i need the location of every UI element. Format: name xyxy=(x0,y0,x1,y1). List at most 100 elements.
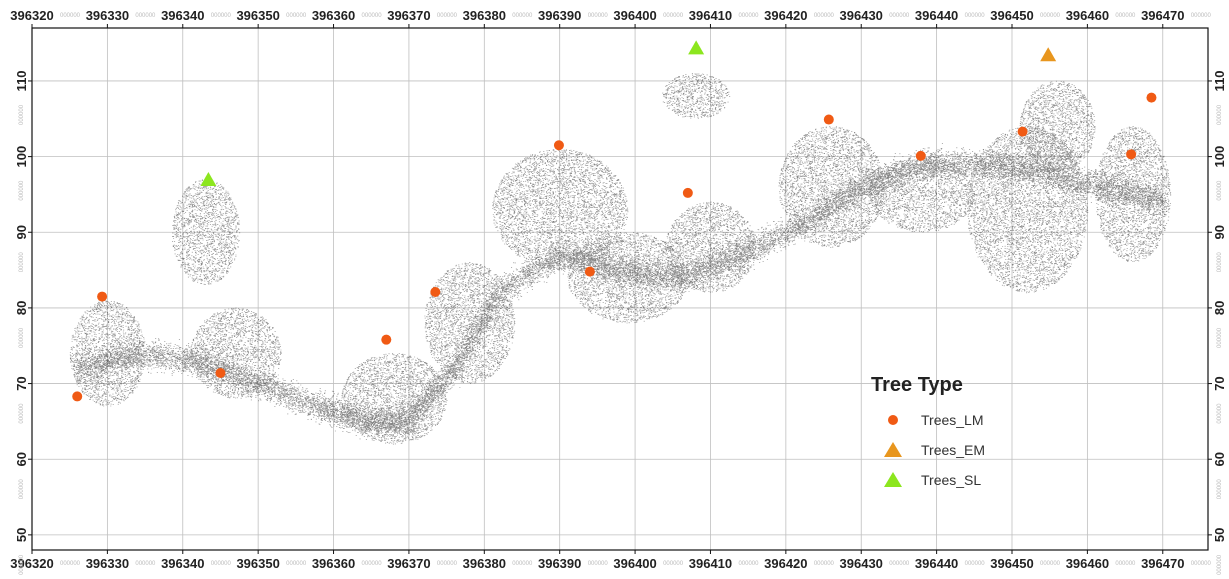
x-tick-label-top: 396330 xyxy=(86,8,129,23)
y-tick-suffix-left: 000000 xyxy=(19,554,25,575)
y-tick-suffix-right: 000000 xyxy=(1217,180,1223,201)
marker-trees-lm xyxy=(823,114,834,125)
x-tick-suffix-top: 000000 xyxy=(1191,13,1212,19)
marker-trees-lm xyxy=(1126,149,1137,160)
y-tick-suffix-right: 000000 xyxy=(1217,252,1223,273)
y-tick-label-left: 110 xyxy=(14,70,29,91)
x-tick-label-top: 396450 xyxy=(990,8,1033,23)
x-tick-suffix-bottom: 000000 xyxy=(738,561,759,567)
x-tick-label-top: 396360 xyxy=(312,8,355,23)
point-cloud-dots xyxy=(69,73,1172,445)
x-tick-suffix-top: 000000 xyxy=(814,13,835,19)
y-tick-left: 50 000000 xyxy=(14,528,29,575)
y-tick-left: 90 000000 xyxy=(14,225,29,272)
y-tick-label-right: 110 xyxy=(1212,70,1227,91)
y-tick-suffix-left: 000000 xyxy=(19,403,25,424)
x-tick-suffix-bottom: 000000 xyxy=(60,561,81,567)
x-tick-suffix-top: 000000 xyxy=(286,13,307,19)
legend-marker-trees-sl xyxy=(884,472,902,487)
legend-title: Tree Type xyxy=(871,374,963,396)
marker-trees-lm xyxy=(215,367,226,378)
x-tick-label-bottom: 396380 xyxy=(463,556,506,571)
y-tick-right: 80 000000 xyxy=(1212,301,1227,348)
legend-label-trees-em: Trees_EM xyxy=(921,442,985,458)
marker-trees-lm xyxy=(430,287,441,298)
y-tick-suffix-right: 000000 xyxy=(1217,403,1223,424)
x-tick-label-bottom: 396460 xyxy=(1066,556,1109,571)
x-tick-suffix-bottom: 000000 xyxy=(211,561,232,567)
y-tick-left: 80 000000 xyxy=(14,301,29,348)
y-tick-right: 50 000000 xyxy=(1212,528,1227,575)
x-tick-label-bottom: 396450 xyxy=(990,556,1033,571)
legend-label-trees-lm: Trees_LM xyxy=(921,412,984,428)
x-tick-label-bottom: 396390 xyxy=(538,556,581,571)
y-tick-label-left: 90 xyxy=(14,225,29,239)
marker-trees-lm xyxy=(553,140,564,151)
marker-trees-lm xyxy=(1146,92,1157,103)
x-tick-suffix-bottom: 000000 xyxy=(814,561,835,567)
x-tick-suffix-bottom: 000000 xyxy=(1191,561,1212,567)
x-tick-suffix-bottom: 000000 xyxy=(663,561,684,567)
y-tick-right: 70 000000 xyxy=(1212,376,1227,423)
marker-trees-lm xyxy=(682,187,693,198)
x-tick-suffix-bottom: 000000 xyxy=(1115,561,1136,567)
x-tick-suffix-top: 000000 xyxy=(437,13,458,19)
marker-trees-lm xyxy=(584,266,595,277)
x-tick-suffix-bottom: 000000 xyxy=(135,561,156,567)
legend-label-trees-sl: Trees_SL xyxy=(921,472,981,488)
x-tick-suffix-bottom: 000000 xyxy=(1040,561,1061,567)
y-tick-left: 110 000000 xyxy=(14,70,29,125)
x-tick-label-top: 396350 xyxy=(236,8,279,23)
y-tick-left: 70 000000 xyxy=(14,376,29,423)
x-tick-label-top: 396370 xyxy=(387,8,430,23)
x-tick-suffix-top: 000000 xyxy=(135,13,156,19)
x-tick-suffix-bottom: 000000 xyxy=(889,561,910,567)
x-tick-suffix-top: 000000 xyxy=(588,13,609,19)
x-tick-label-top: 396460 xyxy=(1066,8,1109,23)
x-tick-suffix-top: 000000 xyxy=(1040,13,1061,19)
x-tick-label-top: 396390 xyxy=(538,8,581,23)
y-tick-label-right: 90 xyxy=(1212,225,1227,239)
x-tick-suffix-top: 000000 xyxy=(663,13,684,19)
x-tick-label-bottom: 396340 xyxy=(161,556,204,571)
y-tick-label-left: 70 xyxy=(14,376,29,390)
x-tick-label-bottom: 396430 xyxy=(840,556,883,571)
x-tick-suffix-top: 000000 xyxy=(362,13,383,19)
x-tick-label-bottom: 396330 xyxy=(86,556,129,571)
x-tick-suffix-bottom: 000000 xyxy=(588,561,609,567)
y-tick-suffix-left: 000000 xyxy=(19,327,25,348)
x-tick-label-bottom: 396350 xyxy=(236,556,279,571)
x-tick-label-top: 396420 xyxy=(764,8,807,23)
x-tick-suffix-bottom: 000000 xyxy=(512,561,533,567)
point-cloud xyxy=(69,73,1172,445)
marker-trees-lm xyxy=(1017,126,1028,137)
plot-frame xyxy=(31,27,1209,551)
y-tick-label-right: 80 xyxy=(1212,301,1227,315)
x-tick-suffix-top: 000000 xyxy=(965,13,986,19)
x-tick-label-bottom: 396360 xyxy=(312,556,355,571)
marker-trees-lm xyxy=(915,150,926,161)
y-tick-label-right: 60 xyxy=(1212,452,1227,466)
x-tick-label-top: 396470 xyxy=(1141,8,1184,23)
y-tick-label-right: 100 xyxy=(1212,146,1227,168)
legend-marker-trees-em xyxy=(884,442,902,457)
y-tick-right: 100 000000 xyxy=(1212,146,1227,201)
x-tick-label-top: 396380 xyxy=(463,8,506,23)
marker-trees-lm xyxy=(72,391,83,402)
x-tick-label-bottom: 396320 xyxy=(10,556,53,571)
x-tick-suffix-top: 000000 xyxy=(60,13,81,19)
x-tick-suffix-bottom: 000000 xyxy=(286,561,307,567)
x-tick-suffix-top: 000000 xyxy=(738,13,759,19)
x-tick-label-top: 396320 xyxy=(10,8,53,23)
grid-lines xyxy=(31,28,1208,550)
x-tick-label-top: 396340 xyxy=(161,8,204,23)
x-tick-label-top: 396440 xyxy=(915,8,958,23)
y-tick-suffix-right: 000000 xyxy=(1217,554,1223,575)
x-tick-label-bottom: 396470 xyxy=(1141,556,1184,571)
y-tick-suffix-left: 000000 xyxy=(19,104,25,125)
y-tick-left: 100 000000 xyxy=(14,146,29,201)
y-tick-left: 60 000000 xyxy=(14,452,29,499)
